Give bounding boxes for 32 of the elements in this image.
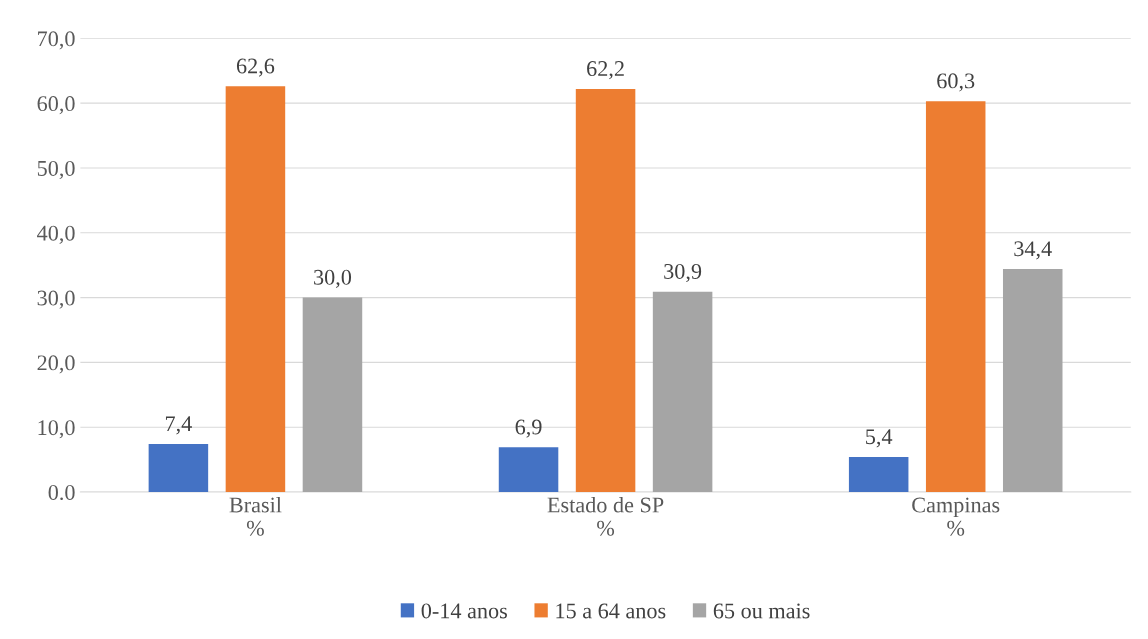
bar (1002, 269, 1063, 493)
bar (302, 297, 363, 493)
data-label: 30,0 (314, 269, 352, 288)
bar (498, 447, 559, 493)
y-tick-label: 30,0 (37, 290, 75, 309)
data-label: 6,9 (515, 419, 542, 438)
bar (148, 444, 209, 493)
data-label: 30,9 (664, 263, 702, 283)
data-label: 60,3 (937, 73, 975, 92)
x-tick-label: Brasil % (229, 496, 282, 536)
y-tick-label: 50,0 (37, 160, 75, 180)
data-label: 62,6 (236, 58, 275, 77)
y-tick-label: 70,0 (38, 31, 75, 50)
y-tick-label: 0.0 (48, 484, 75, 501)
bar (575, 88, 636, 493)
bar (652, 291, 713, 493)
x-tick-label: Campinas % (912, 497, 1000, 536)
y-tick-label: 40,0 (37, 225, 75, 244)
x-tick-label: Estado de SP % (547, 496, 664, 536)
data-label: 34,4 (1014, 241, 1052, 260)
legend-label: 15 a 64 anos (556, 603, 666, 619)
y-tick-label: 10,0 (38, 420, 75, 439)
bar (925, 101, 986, 493)
bar (225, 86, 286, 493)
y-tick-label: 60,0 (37, 96, 75, 115)
data-label: 62,2 (587, 61, 624, 80)
data-label: 7,4 (165, 416, 192, 435)
legend-label: 65 ou mais (713, 603, 810, 619)
bar (848, 457, 909, 493)
data-label: 5,4 (866, 429, 893, 448)
legend-label: 0-14 anos (421, 603, 507, 619)
y-tick-label: 20,0 (37, 355, 75, 374)
